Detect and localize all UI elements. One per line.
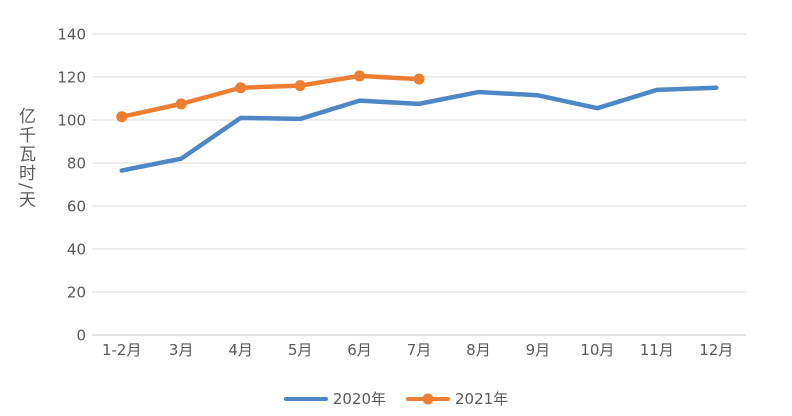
y-tick-label: 120	[57, 69, 86, 87]
data-point-2021年	[116, 111, 128, 123]
data-point-2021年	[294, 80, 306, 92]
y-axis-title: 亿千瓦时/天	[15, 107, 35, 210]
legend-item-2020: 2020年	[283, 388, 386, 409]
x-tick-label: 4月	[228, 341, 253, 359]
data-point-2021年	[354, 70, 366, 82]
x-tick-label: 11月	[640, 341, 674, 359]
y-tick-label: 80	[67, 155, 86, 173]
legend-line-2020-icon	[283, 396, 328, 401]
legend-marker-dot	[422, 393, 434, 404]
y-tick-label: 60	[67, 198, 86, 216]
y-tick-label: 0	[76, 327, 86, 345]
x-tick-label: 8月	[466, 341, 491, 359]
x-tick-label: 3月	[169, 341, 194, 359]
data-point-2021年	[413, 73, 425, 85]
x-tick-label: 5月	[288, 341, 313, 359]
y-tick-label: 100	[57, 112, 86, 130]
y-tick-label: 140	[57, 26, 86, 44]
x-tick-label: 9月	[526, 341, 551, 359]
y-tick-label: 40	[67, 241, 86, 259]
legend-item-2021: 2021年	[406, 388, 508, 409]
legend-label-2021: 2021年	[455, 390, 509, 408]
x-tick-label: 1-2月	[102, 341, 142, 359]
series-line-2021年	[119, 73, 422, 120]
series-line-2020年	[119, 85, 719, 173]
legend-label-2020: 2020年	[332, 390, 386, 408]
x-tick-label: 10月	[580, 341, 614, 359]
data-point-2021年	[175, 98, 187, 110]
data-point-2021年	[235, 82, 247, 94]
x-tick-label: 12月	[699, 341, 733, 359]
x-tick-label: 7月	[407, 341, 432, 359]
x-tick-label: 6月	[347, 341, 372, 359]
y-tick-label: 20	[67, 284, 86, 302]
legend: 2020年 2021年	[0, 388, 792, 409]
legend-line-2021-icon	[406, 393, 450, 404]
